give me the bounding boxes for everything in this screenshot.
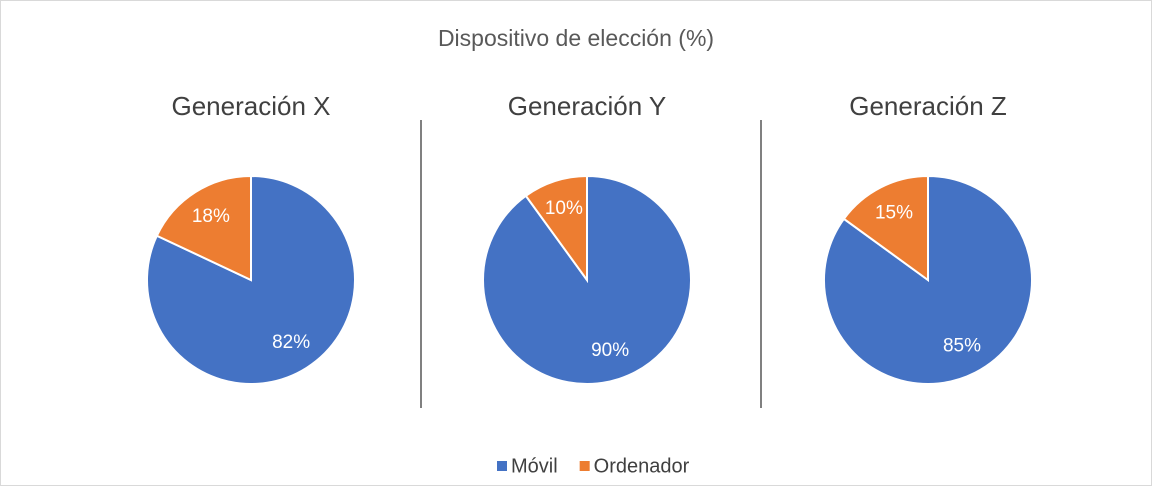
data-label: 82% (272, 332, 310, 353)
chart-title: Dispositivo de elección (%) (438, 25, 714, 51)
pie-title: Generación Z (849, 91, 1007, 121)
pie-slice (524, 174, 588, 284)
legend-swatch (497, 461, 507, 471)
legend-label: Móvil (511, 455, 558, 477)
data-label: 15% (875, 202, 913, 223)
legend-swatch (579, 461, 590, 471)
pie-slice (842, 174, 929, 282)
data-label: 85% (943, 336, 981, 357)
data-label: 10% (545, 198, 583, 219)
pie-title: Generación X (172, 91, 331, 121)
pie-title: Generación Y (508, 91, 667, 121)
data-label: 18% (192, 206, 230, 227)
pie-slice (155, 174, 252, 282)
legend-label: Ordenador (594, 455, 690, 477)
data-label: 90% (591, 340, 629, 361)
